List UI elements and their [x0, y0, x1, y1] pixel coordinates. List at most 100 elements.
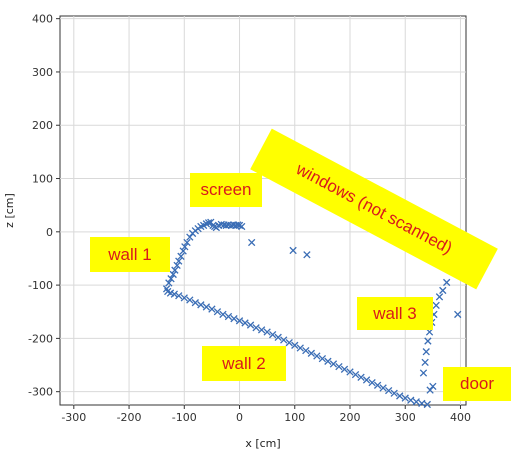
data-point: [183, 238, 191, 247]
data-point: [396, 392, 404, 400]
data-point: [235, 317, 244, 325]
y-tick-label: 200: [32, 119, 53, 132]
annotation-screen: screen: [190, 173, 262, 207]
data-point: [373, 381, 382, 389]
y-axis-ticks: -300 -200 -100 0 100 200 300 400: [28, 13, 60, 399]
data-point: [368, 378, 376, 387]
data-point: [429, 382, 437, 391]
data-point: [241, 319, 249, 327]
data-point: [313, 352, 321, 360]
data-point: [177, 252, 185, 260]
data-point: [423, 400, 431, 409]
data-point: [424, 337, 432, 345]
data-point: [357, 373, 365, 381]
x-tick-label: 200: [340, 411, 361, 424]
data-point: [165, 279, 173, 287]
data-point: [186, 296, 194, 304]
x-tick-label: -100: [172, 411, 197, 424]
data-point: [362, 376, 371, 384]
data-point: [170, 290, 179, 298]
y-tick-label: -100: [28, 279, 53, 292]
data-point: [257, 326, 266, 334]
y-axis-label: z [cm]: [3, 193, 16, 228]
data-point: [419, 369, 428, 377]
y-tick-label: 100: [32, 173, 53, 186]
data-point: [443, 278, 451, 287]
x-tick-label: 0: [236, 411, 243, 424]
x-tick-label: -200: [117, 411, 142, 424]
data-points: [162, 218, 462, 409]
data-point: [202, 220, 211, 228]
data-point: [401, 394, 409, 402]
x-axis-label: x [cm]: [245, 437, 280, 450]
data-point: [280, 336, 288, 344]
data-point: [318, 354, 327, 363]
data-point: [407, 396, 415, 404]
data-point: [181, 243, 189, 251]
data-point: [412, 398, 420, 406]
data-point: [335, 362, 343, 371]
data-point: [180, 294, 188, 302]
x-tick-label: 300: [395, 411, 416, 424]
data-point: [179, 247, 187, 255]
y-tick-label: 300: [32, 66, 53, 79]
data-point: [167, 275, 175, 283]
data-point: [324, 357, 332, 365]
data-point: [346, 368, 354, 376]
data-point: [224, 312, 233, 321]
grid: [60, 16, 466, 405]
data-point: [422, 348, 430, 356]
data-point: [175, 257, 183, 265]
data-point: [213, 308, 222, 316]
data-point: [291, 341, 299, 349]
data-point: [303, 251, 311, 259]
y-tick-label: -300: [28, 386, 53, 399]
data-point: [248, 238, 256, 247]
data-point: [390, 389, 398, 397]
data-point: [204, 219, 213, 227]
data-point: [208, 305, 216, 313]
x-axis-ticks: -300 -200 -100 0 100 200 300 400: [61, 405, 471, 424]
data-point: [385, 386, 393, 395]
y-tick-label: 400: [32, 13, 53, 26]
data-point: [234, 221, 242, 229]
data-point: [202, 303, 211, 311]
annotation-wall-3: wall 3: [357, 297, 433, 330]
data-point: [263, 328, 271, 336]
data-point: [340, 365, 349, 373]
data-point: [426, 386, 434, 394]
data-point: [169, 270, 177, 279]
annotation-wall-1: wall 1: [90, 237, 170, 272]
data-point: [302, 346, 310, 355]
data-point: [197, 301, 205, 309]
data-point: [418, 399, 426, 408]
data-point: [269, 331, 277, 339]
x-tick-label: 100: [284, 411, 305, 424]
data-point: [238, 222, 246, 231]
data-point: [432, 301, 440, 310]
data-point: [252, 324, 260, 332]
data-point: [235, 221, 244, 230]
data-point: [439, 286, 447, 295]
data-point: [186, 233, 194, 241]
data-point: [289, 246, 297, 255]
y-tick-label: 0: [46, 226, 53, 239]
annotation-door: door: [443, 367, 511, 401]
data-point: [329, 360, 338, 368]
data-point: [435, 293, 444, 301]
data-point: [274, 333, 282, 341]
data-point: [171, 266, 179, 274]
data-point: [246, 321, 255, 329]
data-point: [219, 310, 227, 319]
data-point: [421, 358, 429, 367]
data-point: [191, 299, 199, 307]
data-point: [307, 349, 315, 357]
data-point: [296, 344, 304, 352]
x-tick-label: 400: [450, 411, 471, 424]
annotation-wall-2: wall 2: [202, 346, 286, 381]
data-point: [285, 338, 293, 347]
data-point: [454, 310, 462, 319]
data-point: [175, 292, 183, 300]
data-point: [351, 370, 360, 379]
data-point: [173, 261, 181, 270]
